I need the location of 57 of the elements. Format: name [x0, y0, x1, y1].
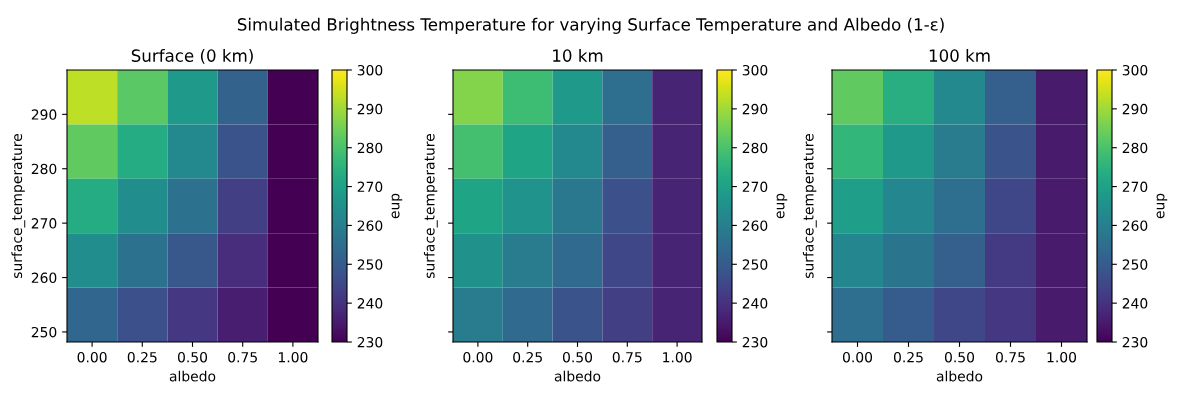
chart-title: Surface (0 km): [131, 49, 253, 64]
color-bar-title: eup: [1156, 193, 1168, 219]
color-bar-label: 260: [742, 220, 768, 231]
color-bar-label: 280: [1122, 142, 1148, 154]
y-axis-title: surface_temperature: [11, 133, 26, 279]
x-tick-label: 0.50: [562, 351, 593, 363]
x-tick-label: 0.25: [513, 351, 542, 363]
color-bar-label: 290: [357, 103, 383, 115]
color-bar-label: 290: [1122, 103, 1148, 115]
color-bar-label: 300: [357, 64, 383, 76]
color-bar-label: 290: [742, 103, 768, 115]
x-axis-title: albedo: [554, 370, 601, 382]
x-tick-label: 0.25: [893, 351, 923, 363]
color-bar-label: 240: [1122, 298, 1148, 309]
y-tick-label: 260: [31, 272, 57, 284]
color-bar-label: 260: [357, 220, 383, 231]
color-bar-title: eup: [391, 193, 403, 219]
x-tick-label: 0.00: [77, 351, 107, 363]
chart-title: 100 km: [929, 49, 990, 62]
color-bar-label: 270: [742, 181, 768, 193]
color-bar-label: 250: [357, 259, 383, 270]
x-tick-label: 1.00: [278, 351, 308, 363]
y-tick-label: 280: [31, 163, 57, 175]
x-axis-title: albedo: [169, 370, 216, 382]
color-bar-label: 230: [742, 336, 768, 348]
color-bar-title: eup: [776, 193, 788, 219]
y-axis-title: surface_temperature: [423, 133, 438, 279]
y-axis-title: surface_temperature: [802, 133, 817, 279]
x-tick-label: 0.75: [228, 351, 257, 363]
color-bar-label: 300: [1122, 64, 1148, 76]
color-bar-label: 300: [742, 64, 768, 76]
color-bar-label: 240: [742, 298, 768, 309]
x-tick-label: 0.50: [177, 351, 208, 363]
color-bar-label: 280: [357, 142, 383, 154]
x-tick-label: 0.25: [127, 351, 157, 363]
chart-title: 10 km: [553, 49, 603, 62]
text: Simulated Brightness Temperature for varying Surface Temperature and Albedo (1-ε): [237, 17, 944, 34]
color-bar-label: 250: [742, 259, 768, 270]
x-tick-label: 0.75: [995, 351, 1025, 363]
color-bar-label: 230: [1122, 336, 1148, 348]
x-tick-label: 1.00: [663, 351, 692, 363]
y-tick-label: 250: [31, 326, 57, 338]
color-bar-label: 250: [1122, 259, 1148, 270]
color-bar-label: 280: [742, 142, 768, 154]
color-bar-label: 270: [1122, 181, 1148, 193]
x-tick-label: 0.00: [463, 351, 493, 363]
color-bar-label: 270: [357, 181, 383, 193]
color-bar-label: 230: [357, 336, 383, 348]
x-tick-label: 0.75: [612, 351, 642, 363]
color-bar-label: 240: [357, 298, 383, 309]
y-tick-label: 290: [31, 109, 57, 120]
x-tick-label: 0.50: [944, 351, 975, 363]
x-tick-label: 0.00: [842, 351, 873, 363]
color-bar-label: 260: [1122, 220, 1148, 231]
x-tick-label: 1.00: [1047, 351, 1077, 363]
y-tick-label: 270: [31, 218, 57, 229]
x-axis-title: albedo: [936, 370, 983, 382]
